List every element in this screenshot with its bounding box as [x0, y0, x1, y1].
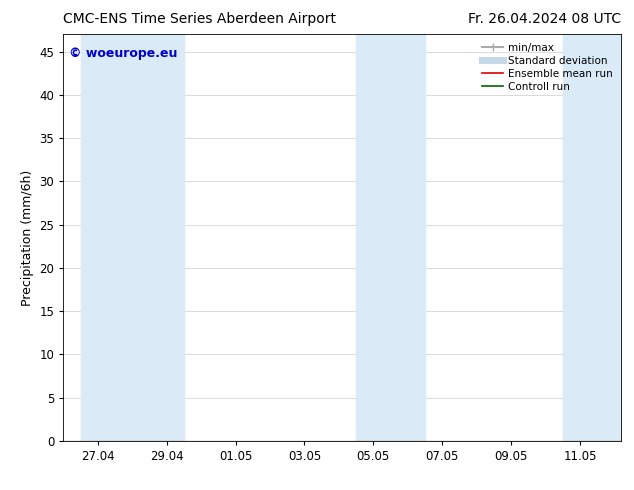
Bar — [81, 34, 150, 441]
Text: CMC-ENS Time Series Aberdeen Airport: CMC-ENS Time Series Aberdeen Airport — [63, 12, 337, 26]
Bar — [563, 34, 621, 441]
Bar — [356, 34, 425, 441]
Legend: min/max, Standard deviation, Ensemble mean run, Controll run: min/max, Standard deviation, Ensemble me… — [479, 40, 616, 95]
Bar — [150, 34, 184, 441]
Y-axis label: Precipitation (mm/6h): Precipitation (mm/6h) — [21, 170, 34, 306]
Text: © woeurope.eu: © woeurope.eu — [69, 47, 178, 59]
Text: Fr. 26.04.2024 08 UTC: Fr. 26.04.2024 08 UTC — [468, 12, 621, 26]
